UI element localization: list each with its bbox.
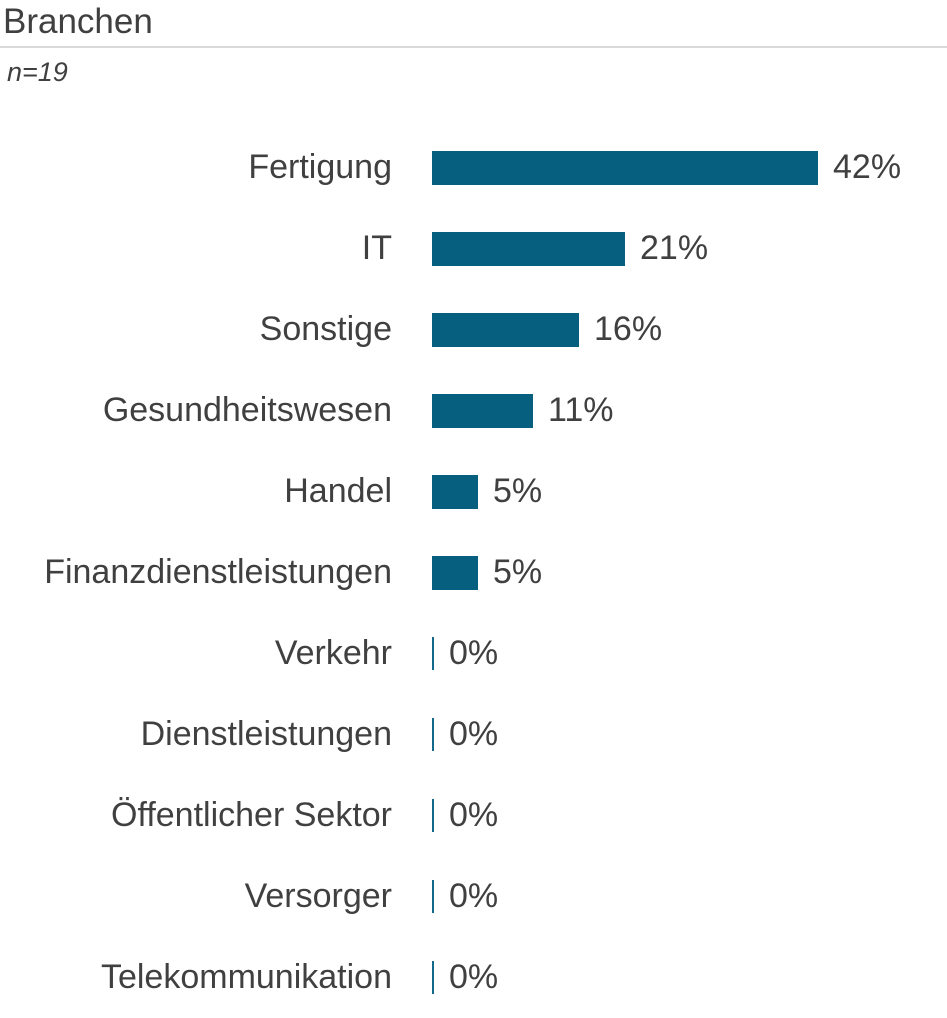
- category-label: Fertigung: [248, 148, 392, 186]
- bar: [432, 231, 625, 266]
- bar-row: Dienstleistungen 0%: [0, 694, 947, 775]
- bar-area: 0%: [432, 796, 498, 835]
- bar-area: 5%: [432, 472, 542, 511]
- sample-size-note: n=19: [7, 57, 68, 87]
- bar: [432, 555, 478, 590]
- bar-row: Sonstige 16%: [0, 289, 947, 370]
- bar-area: 0%: [432, 877, 498, 916]
- value-label: 0%: [449, 634, 499, 672]
- value-label: 0%: [449, 877, 499, 915]
- bar-row: Öffentlicher Sektor 0%: [0, 775, 947, 856]
- value-label: 5%: [493, 553, 543, 591]
- bar: [432, 393, 533, 428]
- bar-row: Fertigung 42%: [0, 127, 947, 208]
- bar-area: 11%: [432, 391, 614, 430]
- bar-row: Verkehr 0%: [0, 613, 947, 694]
- category-label: Gesundheitswesen: [102, 391, 392, 429]
- category-label: Finanzdienstleistungen: [44, 553, 392, 591]
- bar-area: 21%: [432, 229, 708, 268]
- title-divider: [0, 46, 947, 48]
- bar-area: 0%: [432, 958, 498, 997]
- bar-row: Telekommunikation 0%: [0, 937, 947, 1018]
- value-label: 16%: [594, 310, 663, 348]
- category-label: IT: [361, 229, 392, 267]
- bar-row: Gesundheitswesen 11%: [0, 370, 947, 451]
- zero-tick: [432, 637, 434, 670]
- bar: [432, 474, 478, 509]
- bar-chart: Fertigung 42% IT 21% Sonstige 16% Gesundheitsw…: [0, 127, 947, 1018]
- bar-row: Finanzdienstleistungen 5%: [0, 532, 947, 613]
- category-label: Verkehr: [274, 634, 392, 672]
- category-label: Dienstleistungen: [140, 715, 392, 753]
- category-label: Öffentlicher Sektor: [111, 796, 392, 834]
- bar-area: 0%: [432, 715, 498, 754]
- bar: [432, 150, 818, 185]
- bar-area: 5%: [432, 553, 542, 592]
- bar-area: 0%: [432, 634, 498, 673]
- bar-area: 42%: [432, 148, 901, 187]
- bar-row: IT 21%: [0, 208, 947, 289]
- value-label: 0%: [449, 796, 499, 834]
- category-label: Versorger: [244, 877, 392, 915]
- value-label: 11%: [548, 391, 614, 429]
- value-label: 5%: [493, 472, 543, 510]
- zero-tick: [432, 799, 434, 832]
- bar-row: Versorger 0%: [0, 856, 947, 937]
- value-label: 0%: [449, 715, 499, 753]
- value-label: 42%: [833, 148, 902, 186]
- chart-title: Branchen: [3, 2, 153, 41]
- zero-tick: [432, 961, 434, 994]
- category-label: Sonstige: [259, 310, 392, 348]
- category-label: Handel: [284, 472, 392, 510]
- zero-tick: [432, 880, 434, 913]
- bar: [432, 312, 579, 347]
- bar-row: Handel 5%: [0, 451, 947, 532]
- category-label: Telekommunikation: [100, 958, 392, 996]
- zero-tick: [432, 718, 434, 751]
- value-label: 0%: [449, 958, 499, 996]
- value-label: 21%: [640, 229, 709, 267]
- bar-area: 16%: [432, 310, 662, 349]
